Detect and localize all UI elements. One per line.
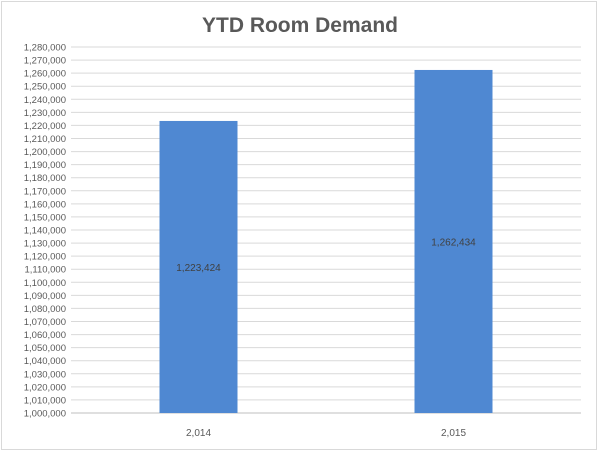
y-tick-label: 1,190,000	[24, 160, 66, 171]
y-tick-label: 1,230,000	[24, 108, 66, 119]
y-tick-label: 1,120,000	[24, 252, 66, 263]
data-label: 1,223,424	[176, 263, 221, 274]
data-label: 1,262,434	[431, 237, 476, 248]
y-tick-label: 1,260,000	[24, 69, 66, 80]
bar	[414, 69, 493, 413]
bar	[159, 120, 238, 413]
y-tick-label: 1,050,000	[24, 343, 66, 354]
y-tick-label: 1,150,000	[24, 212, 66, 223]
x-tick-label: 2,015	[441, 428, 466, 439]
y-tick-label: 1,090,000	[24, 291, 66, 302]
chart-title: YTD Room Demand	[201, 14, 398, 37]
y-axis-ticks: 1,000,000 1,010,000 1,020,000 1,030,000 1,04…	[24, 43, 66, 420]
y-tick-label: 1,280,000	[24, 43, 66, 54]
y-tick-label: 1,000,000	[24, 409, 66, 420]
x-tick-label: 2,014	[186, 428, 211, 439]
y-tick-label: 1,110,000	[24, 265, 66, 276]
y-tick-label: 1,220,000	[24, 121, 66, 132]
y-tick-label: 1,210,000	[24, 134, 66, 145]
y-tick-label: 1,130,000	[24, 239, 66, 250]
y-tick-label: 1,040,000	[24, 356, 66, 367]
y-tick-label: 1,080,000	[24, 304, 66, 315]
y-tick-label: 1,160,000	[24, 199, 66, 210]
y-tick-label: 1,010,000	[24, 395, 66, 406]
y-tick-label: 1,170,000	[24, 186, 66, 197]
y-tick-label: 1,020,000	[24, 382, 66, 393]
y-tick-label: 1,240,000	[24, 95, 66, 106]
data-labels: 1,223,424 1,262,434	[176, 237, 476, 273]
x-axis-ticks: 2,014 2,015	[186, 428, 466, 439]
y-tick-label: 1,140,000	[24, 226, 66, 237]
bars	[159, 69, 493, 413]
y-tick-label: 1,030,000	[24, 369, 66, 380]
gridlines	[71, 46, 581, 414]
y-tick-label: 1,270,000	[24, 56, 66, 67]
y-tick-label: 1,070,000	[24, 317, 66, 328]
y-tick-label: 1,200,000	[24, 147, 66, 158]
y-tick-label: 1,250,000	[24, 82, 66, 93]
y-tick-label: 1,100,000	[24, 278, 66, 289]
y-tick-label: 1,060,000	[24, 330, 66, 341]
y-tick-label: 1,180,000	[24, 173, 66, 184]
